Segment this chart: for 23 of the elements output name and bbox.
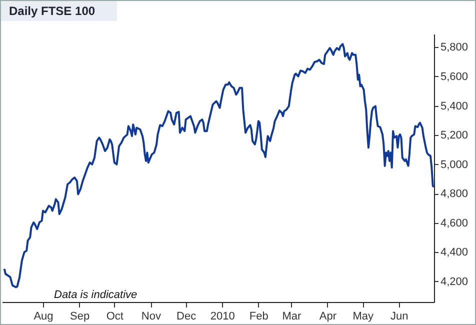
x-tick-label: Oct <box>106 310 124 322</box>
x-tick-label: Jun <box>390 310 408 322</box>
x-tick-label: May <box>352 310 374 322</box>
y-tick-label: 5,800 <box>440 42 468 54</box>
y-tick-label: 4,200 <box>440 276 468 288</box>
y-tick-label: 5,400 <box>440 100 468 112</box>
x-tick-label: Apr <box>319 310 337 322</box>
x-tick-label: Sep <box>70 310 90 322</box>
x-tick-label: Dec <box>176 310 197 322</box>
y-tick-label: 5,000 <box>440 158 468 171</box>
y-tick-label: 4,800 <box>440 188 468 200</box>
x-tick-label: Nov <box>141 310 162 322</box>
x-tick-label: Mar <box>282 310 302 322</box>
x-tick-label: 2010 <box>210 310 235 322</box>
y-tick-label: 4,400 <box>440 246 468 259</box>
x-tick-label: Aug <box>34 310 54 322</box>
line-series <box>3 43 435 288</box>
x-tick-label: Feb <box>249 310 268 322</box>
annotation: Data is indicative <box>54 289 138 301</box>
y-tick-label: 5,200 <box>440 130 468 142</box>
chart-title: Daily FTSE 100 <box>1 1 118 21</box>
y-tick-label: 4,600 <box>440 217 468 230</box>
y-tick-label: 5,600 <box>440 70 468 83</box>
